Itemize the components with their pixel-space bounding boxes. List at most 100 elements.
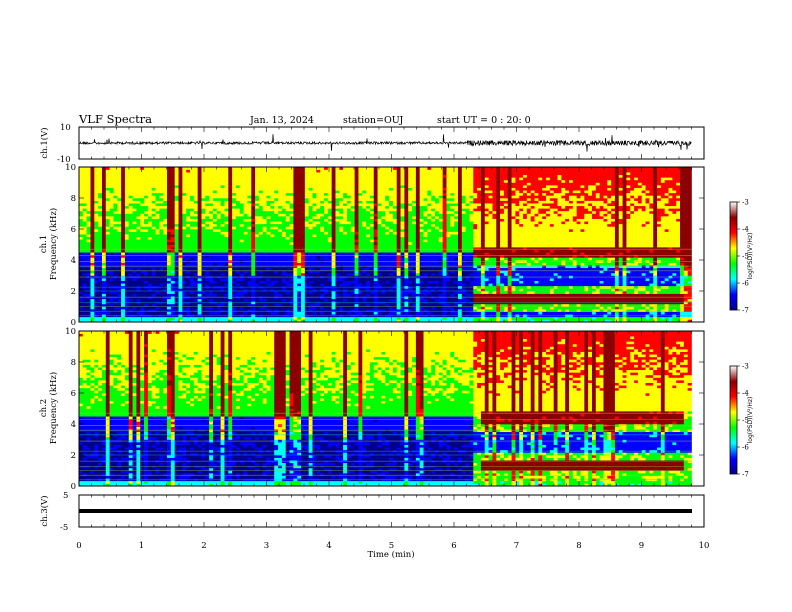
spectrogram-cell	[366, 252, 371, 256]
spectrogram-cell	[316, 218, 321, 222]
spectrogram-cell	[147, 172, 153, 176]
spectrogram-cell	[109, 249, 114, 253]
spectrogram-cell	[128, 192, 133, 196]
spectrogram-cell	[316, 172, 321, 176]
spectrogram-cell	[243, 257, 248, 261]
spectrogram-cell	[98, 306, 103, 310]
spectrogram-cell	[320, 182, 325, 186]
spectrogram-cell	[343, 293, 348, 297]
spectrogram-cell	[385, 187, 390, 191]
spectrogram-cell	[163, 179, 168, 183]
spectrogram-cell	[151, 244, 156, 248]
spectrogram-cell	[392, 198, 398, 201]
spectrogram-cell	[117, 221, 122, 225]
spectrogram-cell	[389, 239, 394, 243]
spectrogram-cell	[243, 174, 248, 178]
spectrogram-cell	[278, 262, 283, 266]
spectrogram-cell	[258, 293, 264, 297]
spectrogram-cell	[90, 278, 95, 281]
spectrogram-cell	[381, 172, 386, 176]
spectrogram-cell	[262, 272, 267, 276]
spectrogram-cell	[381, 272, 386, 276]
spectrogram-cell	[224, 187, 229, 191]
spectrogram-cell	[389, 172, 394, 176]
spectrogram-cell	[392, 218, 398, 222]
spectrogram-cell	[385, 167, 390, 170]
spectrogram-cell	[140, 254, 145, 258]
spectrogram-cell	[132, 205, 137, 209]
spectrogram-cell	[297, 303, 302, 307]
spectrogram-cell	[90, 252, 95, 256]
spectrogram-cell	[346, 247, 352, 250]
spectrogram-cell	[335, 303, 340, 307]
spectrogram-cell	[121, 319, 126, 323]
spectrogram-cell	[209, 218, 214, 222]
spectrogram-cell	[98, 296, 103, 300]
spectrogram-cell	[124, 216, 130, 219]
spectrogram-cell	[101, 257, 107, 261]
spectrogram-cell	[293, 167, 298, 170]
spectrogram-cell	[392, 216, 398, 219]
spectrogram-cell	[324, 254, 329, 258]
spectrogram-cell	[251, 270, 256, 274]
spectrogram-cell	[174, 303, 179, 307]
spectrogram-cell	[190, 229, 195, 232]
spectrogram-cell	[243, 195, 248, 199]
spectrogram-cell	[151, 306, 156, 310]
spectrogram-cell	[331, 278, 336, 281]
spectrogram-cell	[128, 319, 133, 323]
spectrogram-cell	[293, 296, 298, 300]
spectrogram-cell	[392, 244, 398, 248]
spectrogram-cell	[366, 226, 371, 230]
spectrogram-cell	[331, 319, 336, 323]
spectrogram-cell	[228, 247, 233, 250]
spectrogram-cell	[389, 244, 394, 248]
spectrogram-cell	[369, 226, 375, 230]
spectrogram-cell	[289, 229, 294, 232]
spectrogram-cell	[346, 316, 352, 320]
spectrogram-cell	[105, 311, 110, 315]
spectrogram-cell	[109, 218, 114, 222]
spectrogram-cell	[247, 231, 252, 235]
spectrogram-cell	[266, 195, 271, 199]
spectrogram-cell	[113, 229, 118, 232]
spectrogram-cell	[101, 288, 107, 292]
spectrogram-cell	[308, 167, 313, 170]
spectrogram-cell	[381, 205, 386, 209]
spectrogram-cell	[335, 306, 340, 310]
spectrogram-cell	[289, 179, 294, 183]
spectrogram-cell	[124, 229, 130, 232]
spectrogram-cell	[82, 172, 87, 176]
spectrogram-cell	[94, 272, 99, 276]
spectrogram-cell	[304, 185, 309, 188]
spectrogram-cell	[354, 272, 359, 276]
spectrogram-cell	[101, 174, 107, 178]
spectrogram-cell	[94, 309, 99, 312]
spectrogram-cell	[224, 182, 229, 186]
spectrogram-cell	[358, 195, 363, 199]
spectrogram-cell	[232, 231, 237, 235]
spectrogram-cell	[373, 172, 378, 176]
spectrogram-cell	[140, 252, 145, 256]
spectrogram-cell	[101, 291, 107, 294]
spectrogram-cell	[117, 280, 122, 284]
spectrogram-cell	[201, 236, 206, 240]
spectrogram-cell	[362, 231, 367, 235]
spectrogram-cell	[312, 252, 317, 256]
spectrogram-cell	[304, 247, 309, 250]
spectrogram-cell	[324, 167, 329, 170]
spectrogram-cell	[262, 229, 267, 232]
spectrogram-cell	[224, 311, 229, 315]
spectrogram-cell	[224, 167, 229, 170]
spectrogram-cell	[117, 262, 122, 266]
spectrogram-cell	[216, 179, 221, 183]
spectrogram-cell	[216, 205, 221, 209]
spectrogram-cell	[354, 316, 359, 320]
spectrogram-cell	[201, 179, 206, 183]
spectrogram-cell	[232, 205, 237, 209]
spectrogram-cell	[297, 192, 302, 196]
spectrogram-cell	[216, 244, 221, 248]
spectrogram-cell	[350, 265, 355, 269]
spectrogram-cell	[174, 195, 179, 199]
spectrogram-cell	[239, 293, 244, 297]
